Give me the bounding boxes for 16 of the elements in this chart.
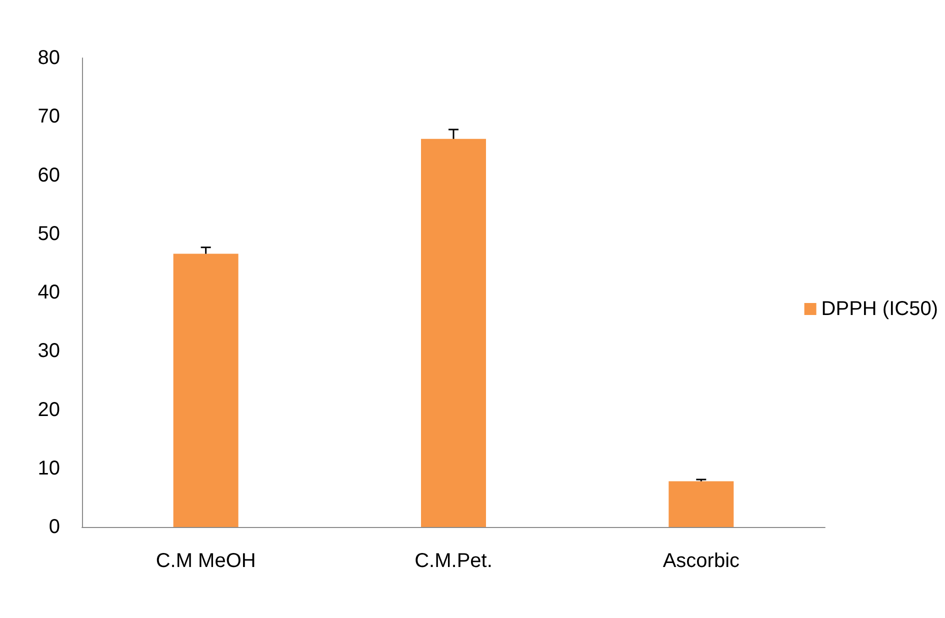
x-tick-label: C.M.Pet. xyxy=(414,550,492,572)
y-tick-label: 50 xyxy=(38,222,60,245)
bar xyxy=(668,481,734,527)
bar xyxy=(173,254,238,527)
y-tick-label: 20 xyxy=(38,398,60,421)
bar xyxy=(421,138,486,527)
y-tick-label: 10 xyxy=(38,457,60,480)
legend-label: DPPH (IC50) xyxy=(821,298,938,320)
y-tick-label: 80 xyxy=(38,47,60,69)
y-tick-label: 60 xyxy=(38,164,60,186)
y-tick-label: 30 xyxy=(38,340,60,362)
y-tick-label: 40 xyxy=(38,282,60,304)
x-tick-label: Ascorbic xyxy=(662,550,740,572)
x-tick-label: C.M MeOH xyxy=(156,550,256,572)
y-tick-label: 0 xyxy=(48,516,60,538)
y-tick-label: 70 xyxy=(38,106,60,128)
